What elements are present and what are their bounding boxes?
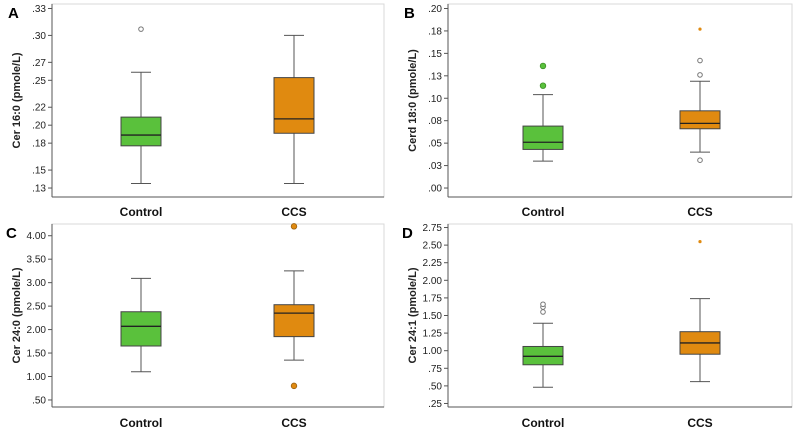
panel-letter: D xyxy=(402,225,413,242)
y-tick-label: .33 xyxy=(32,4,46,15)
y-tick-label: 2.75 xyxy=(423,223,443,234)
outlier-point xyxy=(697,157,703,163)
panel-letter: B xyxy=(404,5,415,22)
iqr-box xyxy=(679,110,721,130)
y-tick-label: 3.50 xyxy=(27,255,47,266)
y-tick-label: .15 xyxy=(428,49,442,60)
y-tick-label: .05 xyxy=(428,139,442,150)
outlier-point xyxy=(697,72,703,78)
outlier-point xyxy=(539,62,547,70)
y-tick-label: 1.75 xyxy=(423,293,443,304)
x-category-label: Control xyxy=(120,205,163,219)
y-tick-label: 3.00 xyxy=(27,278,47,289)
panel-c: C .50 1.00 1.50 2.00 2.50 3.00 3.50 4.00 Cer 24:0… xyxy=(6,223,385,430)
box-ccs xyxy=(273,34,315,185)
panel-b: B .00 .03 .05 .08 .10 .13 .15 .18 .20 Cerd 18:0 (p… xyxy=(404,3,793,219)
box-ccs xyxy=(273,223,315,390)
y-tick-label: .13 xyxy=(428,71,442,82)
y-tick-label: .00 xyxy=(428,184,442,195)
y-tick-label: 2.25 xyxy=(423,258,443,269)
y-tick-label: 1.00 xyxy=(423,346,443,357)
x-category-label: CCS xyxy=(281,205,306,219)
y-tick-label: 1.50 xyxy=(27,349,47,360)
outlier-point xyxy=(540,301,546,308)
y-axis-label: Cer 16:0 (pmole/L) xyxy=(11,52,23,148)
y-axis-label: Cer 24:0 (pmole/L) xyxy=(11,267,23,363)
outlier-point xyxy=(540,309,546,315)
box-ccs xyxy=(679,27,721,163)
x-category-label: Control xyxy=(522,416,565,430)
outlier-point xyxy=(290,382,298,390)
iqr-box xyxy=(120,116,162,147)
x-category-label: CCS xyxy=(281,416,306,430)
iqr-box xyxy=(522,125,564,150)
y-tick-label: .18 xyxy=(32,139,46,150)
panel-d: D .25 .50 .75 1.00 1.25 1.50 1.75 2.00 2.25 2.50 2.… xyxy=(402,223,793,430)
y-tick-label: 4.00 xyxy=(27,231,47,242)
plot-frame xyxy=(447,3,793,198)
box-control xyxy=(120,26,162,185)
y-tick-label: .50 xyxy=(32,395,46,406)
panel-a: A .13 .15 .18 .20 .22 .25 .27 .30 .33 Cer 16:0 (pm… xyxy=(8,3,385,219)
y-axis-label: Cer 24:1 (pmole/L) xyxy=(407,267,419,363)
iqr-box xyxy=(120,311,162,347)
y-tick-label: .15 xyxy=(32,166,46,177)
x-category-label: CCS xyxy=(687,205,712,219)
extreme-outlier-point xyxy=(698,239,702,244)
iqr-box xyxy=(522,345,564,366)
y-tick-label: .03 xyxy=(428,161,442,172)
y-tick-label: .25 xyxy=(428,399,442,410)
y-tick-label: .20 xyxy=(32,121,46,132)
iqr-box xyxy=(273,304,315,338)
box-control xyxy=(120,277,162,373)
y-axis-label: Cerd 18:0 (pmole/L) xyxy=(407,49,419,152)
y-tick-label: .25 xyxy=(32,76,46,87)
outlier-point xyxy=(697,57,703,64)
x-category-label: Control xyxy=(522,205,565,219)
y-tick-label: .27 xyxy=(32,58,46,69)
box-control xyxy=(522,301,564,388)
x-category-label: CCS xyxy=(687,416,712,430)
plot-frame xyxy=(447,223,793,408)
y-tick-label: 2.50 xyxy=(423,241,443,252)
outlier-point xyxy=(138,26,144,32)
x-category-label: Control xyxy=(120,416,163,430)
y-tick-label: .08 xyxy=(428,116,442,127)
plot-frame xyxy=(51,223,385,408)
box-ccs xyxy=(679,239,721,383)
panel-letter: A xyxy=(8,5,19,22)
y-tick-label: .20 xyxy=(428,4,442,15)
y-tick-label: 1.50 xyxy=(423,311,443,322)
outlier-point xyxy=(539,82,547,89)
y-tick-label: 1.00 xyxy=(27,372,47,383)
extreme-outlier-point xyxy=(698,27,702,31)
y-tick-label: 2.50 xyxy=(27,302,47,313)
y-tick-label: 1.25 xyxy=(423,329,443,340)
y-tick-label: .50 xyxy=(428,381,442,392)
y-tick-label: .13 xyxy=(32,184,46,195)
panel-letter: C xyxy=(6,225,17,242)
outlier-point xyxy=(290,223,298,230)
y-tick-label: .30 xyxy=(32,31,46,42)
box-control xyxy=(522,62,564,162)
plot-frame xyxy=(51,3,385,198)
y-tick-label: .22 xyxy=(32,103,46,114)
y-tick-label: .18 xyxy=(428,26,442,37)
y-tick-label: 2.00 xyxy=(27,325,47,336)
y-tick-label: 2.00 xyxy=(423,276,443,287)
y-tick-label: .10 xyxy=(428,94,442,105)
y-tick-label: .75 xyxy=(428,364,442,375)
iqr-box xyxy=(273,77,315,134)
